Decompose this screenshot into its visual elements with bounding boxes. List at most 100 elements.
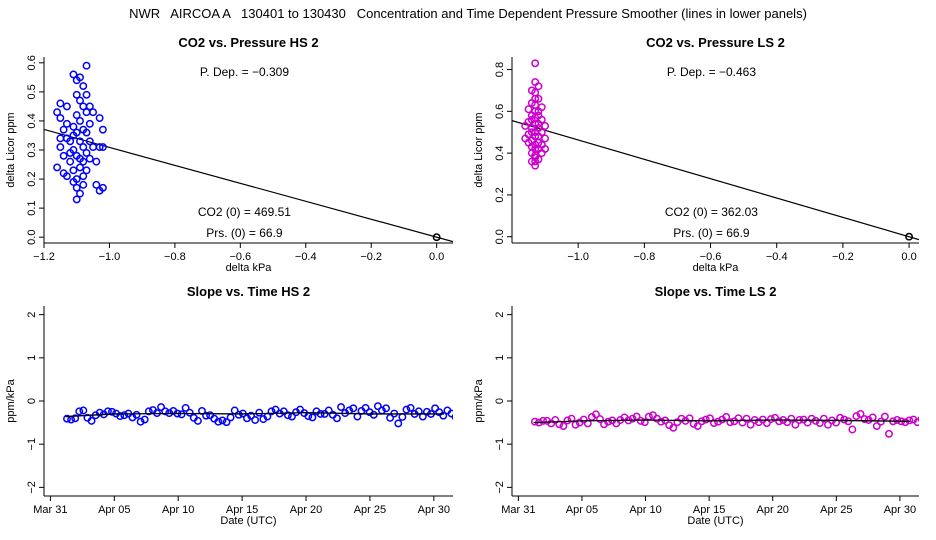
y-tick-label: 0.2: [26, 171, 38, 186]
x-tick-label: Apr 10: [162, 504, 194, 516]
data-point: [72, 175, 81, 184]
data-point: [56, 134, 65, 143]
data-point: [255, 408, 264, 417]
data-point: [72, 183, 81, 192]
data-point: [527, 86, 536, 95]
plot-area: [63, 402, 467, 428]
data-point: [75, 407, 84, 416]
data-point: [89, 108, 98, 117]
data-point: [701, 415, 710, 424]
data-point: [92, 180, 101, 189]
data-point: [431, 404, 440, 413]
data-point: [79, 82, 88, 91]
data-point: [860, 415, 869, 424]
data-point: [840, 415, 849, 424]
data-point: [527, 115, 536, 124]
plot-area: [44, 61, 453, 243]
data-point: [394, 419, 403, 428]
data-point: [56, 143, 65, 152]
data-point: [880, 412, 889, 421]
data-point: [214, 417, 223, 426]
data-point: [791, 420, 800, 429]
data-point: [693, 422, 702, 430]
data-point: [108, 407, 116, 416]
data-point: [337, 403, 345, 411]
data-point: [541, 122, 550, 130]
data-point: [591, 410, 600, 419]
data-point: [76, 163, 84, 172]
data-point: [677, 414, 686, 423]
y-tick-label: 0.2: [494, 187, 506, 202]
data-point: [398, 413, 407, 421]
data-point: [72, 195, 81, 204]
y-tick-label: −1: [26, 438, 38, 451]
smoother-line: [65, 412, 445, 418]
data-point: [775, 417, 784, 426]
panel-title: Slope vs. Time LS 2: [655, 284, 777, 299]
data-point: [901, 418, 910, 427]
y-tick-label: 0.5: [26, 84, 38, 99]
panel-slope-vs-time-ls: Slope vs. Time LS 2 Mar 31 Apr 05 Apr 10 Apr…: [473, 284, 919, 527]
data-point: [116, 412, 125, 421]
data-point: [361, 403, 370, 412]
x-tick-label: −0.2: [360, 251, 382, 263]
data-point: [251, 416, 260, 424]
x-axis-label: Date (UTC): [220, 515, 276, 527]
data-point: [85, 137, 94, 146]
x-tick-label: −0.8: [633, 251, 655, 263]
data-point: [726, 418, 735, 427]
x-tick-label: Apr 20: [290, 504, 322, 516]
data-point: [527, 142, 536, 151]
y-tick-label: 0: [494, 398, 506, 404]
x-tick-label: −0.4: [295, 251, 317, 263]
x-tick-label: Apr 15: [226, 504, 258, 516]
panel-title: Slope vs. Time HS 2: [187, 284, 310, 299]
data-point: [98, 183, 107, 192]
data-point: [82, 61, 91, 70]
data-point: [456, 411, 462, 417]
y-tick-label: −2: [494, 481, 506, 494]
data-point: [267, 407, 276, 416]
data-point: [71, 414, 80, 423]
y-tick-label: 1: [494, 355, 506, 361]
data-point: [563, 416, 572, 425]
x-tick-label: −1.2: [33, 251, 55, 263]
data-point: [85, 102, 94, 111]
data-point: [734, 414, 743, 423]
data-point: [527, 128, 536, 137]
x-tick-label: Apr 30: [884, 504, 916, 516]
data-point: [876, 417, 885, 426]
data-point: [521, 122, 530, 130]
data-point: [79, 172, 88, 181]
data-point: [534, 82, 543, 91]
y-tick-label: 0.4: [26, 113, 38, 128]
data-point: [136, 417, 145, 426]
data-point: [685, 414, 694, 423]
data-point: [72, 128, 81, 137]
data-point: [72, 111, 81, 120]
data-point: [98, 143, 107, 152]
y-tick-label: 0.4: [494, 145, 506, 160]
data-point: [644, 412, 653, 421]
x-axis-label: delta kPa: [226, 262, 273, 274]
data-point: [76, 73, 84, 82]
data-point: [885, 429, 893, 438]
data-point: [746, 420, 755, 429]
data-point: [161, 407, 170, 416]
data-point: [72, 90, 81, 99]
y-tick-label: 0.6: [494, 104, 506, 119]
y-tick-label: 0: [26, 398, 38, 404]
data-point: [461, 407, 467, 413]
data-point: [636, 416, 645, 425]
pressure-zero-label: Prs. (0) = 66.9: [206, 226, 283, 240]
data-point: [308, 413, 317, 422]
data-point: [369, 410, 378, 419]
data-point: [402, 405, 411, 414]
y-axis-label: ppm/kPa: [473, 378, 485, 422]
x-tick-label: Apr 25: [354, 504, 386, 516]
data-point: [85, 154, 94, 163]
data-point: [534, 111, 543, 120]
pressure-dependence-label: P. Dep. = −0.463: [667, 65, 757, 79]
data-point: [537, 103, 546, 112]
data-point: [98, 125, 107, 134]
